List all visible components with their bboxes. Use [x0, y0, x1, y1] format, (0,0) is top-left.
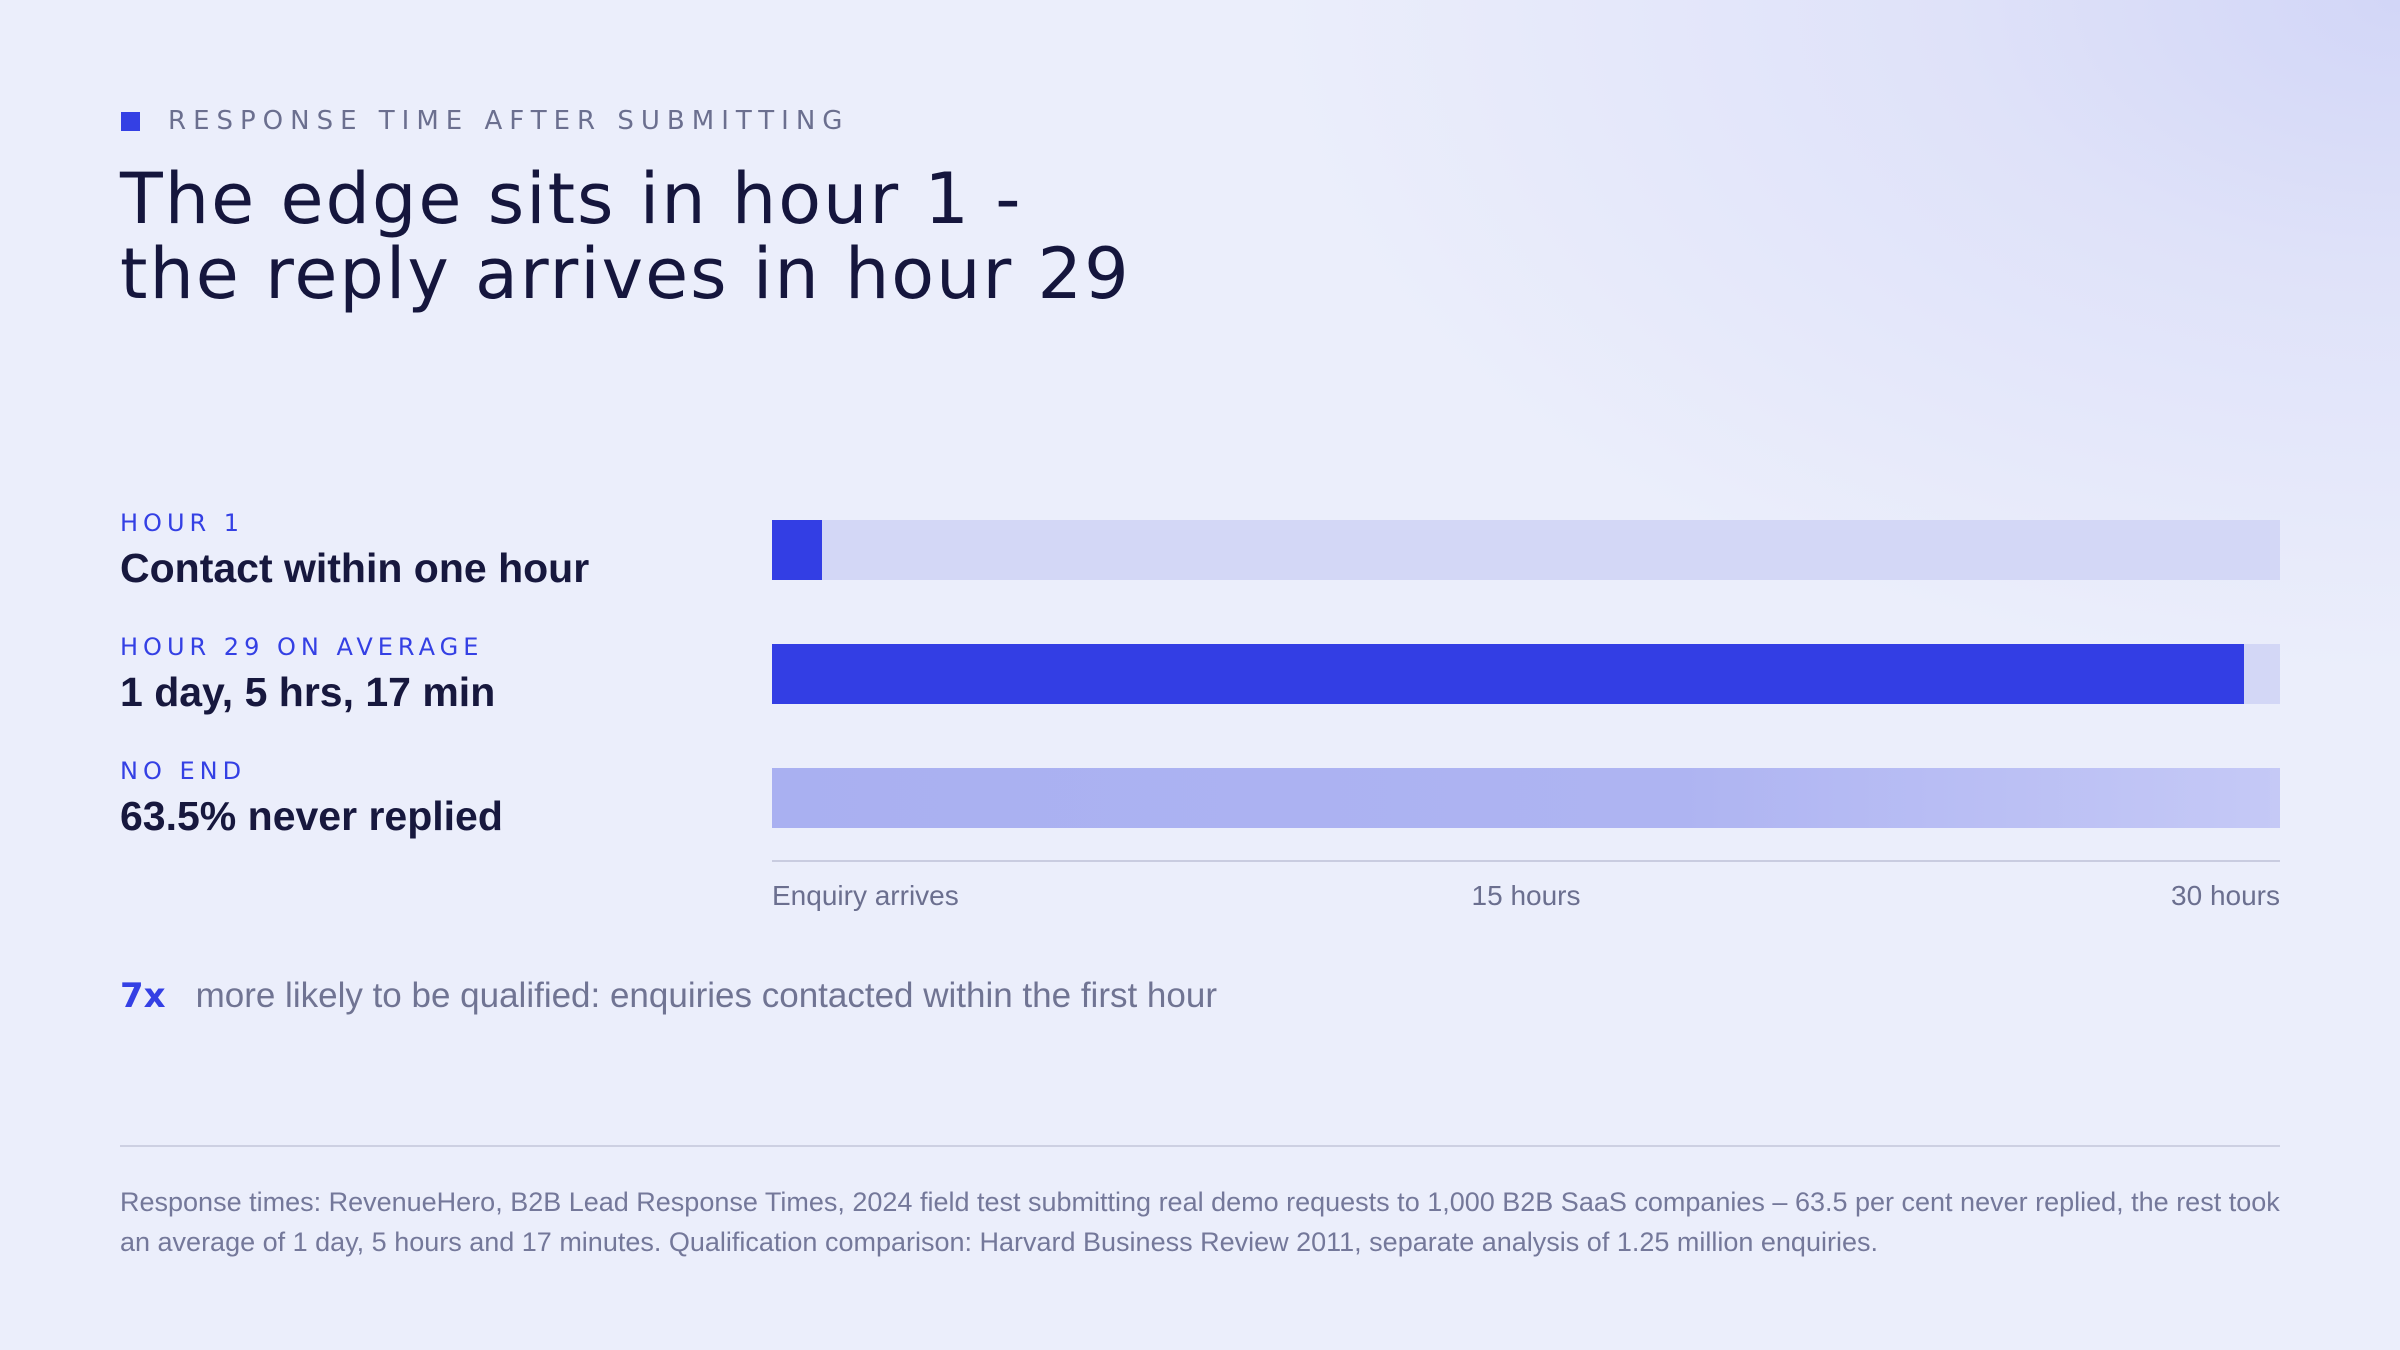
x-tick-end: 30 hours [2171, 880, 2280, 911]
title-line-1: The edge sits in hour 1 - [120, 158, 1023, 240]
eyebrow-text: RESPONSE TIME AFTER SUBMITTING [168, 106, 850, 136]
source-footnote: Response times: RevenueHero, B2B Lead Re… [120, 1187, 2280, 1257]
row-eyebrow: HOUR 29 ON AVERAGE [120, 633, 484, 661]
row-value: 63.5% never replied [120, 793, 503, 839]
bar-track-hour-29 [772, 644, 2280, 704]
row-label-hour-29: HOUR 29 ON AVERAGE 1 day, 5 hrs, 17 min [120, 632, 495, 716]
bar-hour-1 [772, 520, 823, 580]
bar-no-end [772, 768, 2280, 828]
page-title: The edge sits in hour 1 - the reply arri… [120, 162, 1131, 312]
row-label-hour-1: HOUR 1 Contact within one hour [120, 508, 589, 592]
callout-number: 7x [120, 976, 166, 1016]
x-axis-line [772, 860, 2280, 862]
footer-divider [120, 1145, 2280, 1147]
x-tick-mid: 15 hours [1471, 880, 1581, 911]
stat-callout: 7x more likely to be qualified: enquirie… [120, 976, 1217, 1016]
x-tick-start: Enquiry arrives [772, 880, 959, 911]
row-eyebrow: NO END [120, 757, 247, 785]
accent-square-icon [121, 111, 140, 131]
title-line-2: the reply arrives in hour 29 [120, 233, 1131, 315]
row-eyebrow: HOUR 1 [120, 509, 245, 537]
section-eyebrow: RESPONSE TIME AFTER SUBMITTING [121, 106, 849, 136]
bar-track-hour-1 [772, 520, 2280, 580]
row-value: 1 day, 5 hrs, 17 min [120, 669, 496, 715]
row-value: Contact within one hour [120, 545, 590, 591]
row-label-no-end: NO END 63.5% never replied [120, 756, 503, 840]
callout-text: more likely to be qualified: enquiries c… [195, 976, 1217, 1015]
bar-hour-29 [772, 644, 2244, 704]
bar-track-no-end [772, 768, 2280, 828]
